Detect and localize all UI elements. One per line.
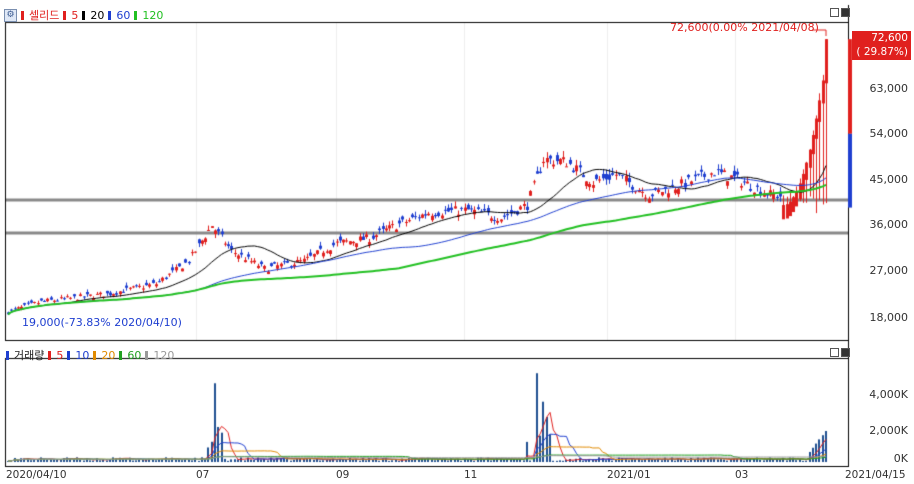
vma5-marker-icon — [48, 350, 52, 360]
vma20-marker-icon — [93, 350, 97, 360]
ma5-label[interactable]: 5 — [71, 8, 79, 22]
vma5-label[interactable]: 5 — [56, 348, 64, 362]
ma120-label[interactable]: 120 — [142, 8, 164, 22]
price-panel-maximize-button[interactable] — [841, 8, 850, 17]
date-label: 2020/04/10 — [6, 469, 67, 481]
price-axis-label: 27,000 — [869, 264, 909, 277]
volume-axis-label: 4,000K — [869, 388, 908, 401]
volume-title[interactable]: 거래량 — [14, 349, 45, 362]
price-axis-label: 54,000 — [869, 127, 909, 140]
vma120-label[interactable]: 120 — [153, 348, 175, 362]
ma60-marker-icon — [108, 10, 112, 20]
stock-marker-icon — [21, 10, 24, 20]
ma5-marker-icon — [63, 10, 67, 20]
price-axis-label: 63,000 — [869, 82, 909, 95]
low-price-annotation: 19,000(-73.83% 2020/04/10) — [22, 316, 182, 329]
date-label: 2021/01 — [607, 469, 651, 481]
ma20-label[interactable]: 20 — [90, 8, 105, 22]
vma60-marker-icon — [119, 350, 123, 360]
volume-axis-label: 0K — [893, 452, 908, 465]
ma20-marker-icon — [82, 10, 86, 20]
vma60-label[interactable]: 60 — [127, 348, 142, 362]
price-panel-minimize-button[interactable] — [830, 8, 839, 17]
date-label: 03 — [735, 469, 749, 481]
high-price-annotation: 72,600(0.00% 2021/04/08) — [670, 21, 819, 34]
stock-name[interactable]: 셀리드 — [29, 9, 60, 22]
current-price-badge: 72,600 — [852, 31, 911, 46]
date-label: 11 — [464, 469, 478, 481]
price-axis-label: 18,000 — [869, 311, 909, 324]
ma60-label[interactable]: 60 — [116, 8, 131, 22]
volume-legend: 거래량 5 10 20 60 120 — [6, 347, 174, 363]
vma10-label[interactable]: 10 — [75, 348, 90, 362]
vma20-label[interactable]: 20 — [101, 348, 116, 362]
price-legend: ⚙ 셀리드 5 20 60 120 — [4, 7, 163, 23]
date-label: 2021/04/15 — [845, 469, 906, 481]
volume-panel-minimize-button[interactable] — [830, 348, 839, 357]
vma120-marker-icon — [145, 350, 149, 360]
price-axis-label: 36,000 — [869, 218, 909, 231]
date-label: 07 — [196, 469, 210, 481]
volume-axis-label: 2,000K — [869, 424, 908, 437]
volume-panel-maximize-button[interactable] — [841, 348, 850, 357]
ma120-marker-icon — [134, 10, 138, 20]
price-axis-label: 45,000 — [869, 173, 909, 186]
sliders-icon[interactable]: ⚙ — [4, 8, 17, 22]
volume-marker-icon — [6, 350, 9, 360]
current-change-badge: ( 29.87%) — [852, 45, 911, 60]
date-label: 09 — [336, 469, 350, 481]
vma10-marker-icon — [67, 350, 71, 360]
